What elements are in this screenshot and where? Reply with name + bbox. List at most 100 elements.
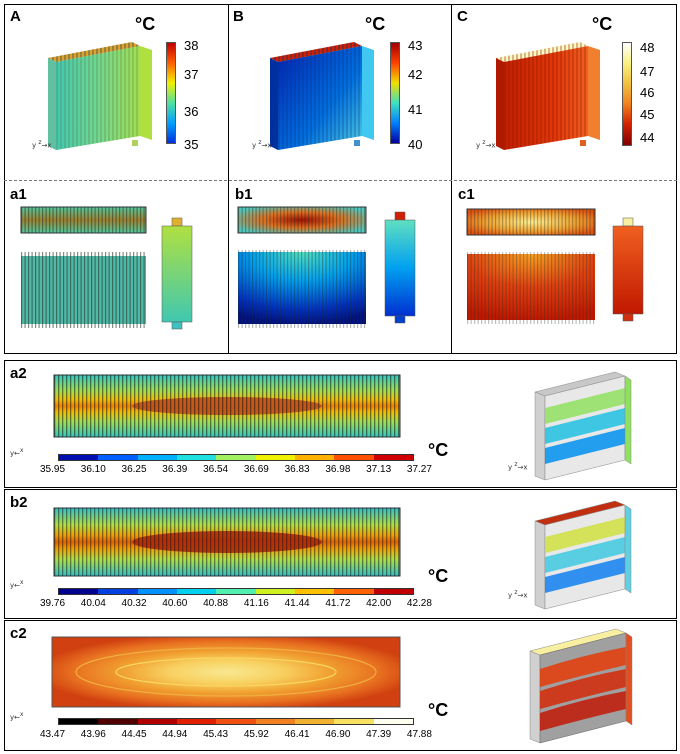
colorbar-C	[622, 42, 632, 146]
tick-B-0: 43	[408, 38, 423, 53]
a2-tick: 37.27	[406, 464, 432, 475]
b1-side-view	[384, 211, 416, 324]
battery-3d-C	[496, 42, 600, 150]
a2-bar-seg-1	[98, 455, 138, 460]
dash-divider	[4, 180, 677, 181]
b2-tick: 41.72	[325, 598, 351, 609]
c2-bar-seg-6	[294, 719, 335, 724]
tick-A-1: 37	[184, 67, 199, 82]
b2-tick: 41.16	[243, 598, 269, 609]
a1-top-view	[20, 206, 147, 234]
a2-tick: 36.98	[325, 464, 351, 475]
a2-tick: 35.95	[40, 464, 66, 475]
panel-label-c1: c1	[458, 186, 475, 203]
c2-bar-seg-3	[176, 719, 217, 724]
b2-tick: 39.76	[40, 598, 66, 609]
battery-3d-B	[270, 42, 374, 150]
tick-C-0: 48	[640, 40, 655, 55]
c1-side-view	[612, 217, 644, 322]
tick-B-1: 42	[408, 67, 423, 82]
top-divider-right	[451, 4, 452, 354]
c2-tick: 46.41	[284, 729, 310, 740]
panel-label-b1: b1	[235, 186, 253, 203]
tick-B-2: 41	[408, 102, 423, 117]
tick-A-2: 36	[184, 104, 199, 119]
a2-bar-seg-7	[334, 455, 374, 460]
axis-triad-a2: y←x	[10, 448, 24, 458]
b2-bar-seg-5	[255, 589, 295, 594]
colorbar-b2	[58, 588, 414, 595]
a2-bar-seg-8	[373, 455, 413, 460]
tick-C-1: 47	[640, 64, 655, 79]
b2-frame	[4, 489, 677, 619]
c2-bar-seg-8	[373, 719, 413, 724]
b2-tick: 40.04	[80, 598, 106, 609]
c2-tick: 43.96	[80, 729, 106, 740]
top-frame	[4, 4, 677, 354]
c2-3d-slices	[529, 628, 633, 744]
c2-bar-seg-0	[59, 719, 99, 724]
axis-triad-B: y z→x	[252, 140, 272, 150]
tick-C-2: 46	[640, 85, 655, 100]
a2-bar-seg-4	[216, 455, 256, 460]
a2-tick: 36.69	[243, 464, 269, 475]
colorbar-A	[166, 42, 176, 144]
a2-bar-seg-3	[176, 455, 217, 460]
a2-tick: 37.13	[366, 464, 392, 475]
a2-tick: 36.25	[121, 464, 147, 475]
b2-heatmap	[53, 507, 401, 577]
a2-tick: 36.83	[284, 464, 310, 475]
b1-top-view	[237, 206, 367, 234]
a2-bar-seg-5	[255, 455, 295, 460]
a2-3d-slices	[534, 371, 632, 481]
panel-label-a2: a2	[10, 365, 27, 382]
panel-label-b2: b2	[10, 494, 28, 511]
axis-triad-c2: y←x	[10, 712, 24, 722]
c2-ticks: 43.47 43.96 44.45 44.94 45.43 45.92 46.41 46.90…	[40, 729, 432, 740]
b2-bar-seg-0	[59, 589, 99, 594]
colorbar-B	[390, 42, 400, 144]
c2-tick: 47.88	[406, 729, 432, 740]
panel-unit-B: °C	[365, 14, 386, 34]
b2-tick: 40.88	[203, 598, 229, 609]
b2-bar-seg-6	[294, 589, 335, 594]
c2-bar-seg-2	[137, 719, 177, 724]
b2-tick: 40.60	[162, 598, 188, 609]
c1-top-view	[466, 208, 596, 236]
panel-label-A: A	[10, 8, 21, 25]
axis-triad-C: y z→x	[476, 140, 496, 150]
b2-tick: 41.44	[284, 598, 310, 609]
b2-tick: 42.00	[366, 598, 392, 609]
b2-bar-seg-2	[137, 589, 177, 594]
colorbar-a2	[58, 454, 414, 461]
a2-tick: 36.39	[162, 464, 188, 475]
a1-front-view	[21, 252, 146, 328]
c2-tick: 44.45	[121, 729, 147, 740]
c2-tick: 43.47	[40, 729, 66, 740]
a1-side-view	[161, 217, 193, 330]
b2-bar-seg-3	[176, 589, 217, 594]
b1-front-view	[238, 250, 366, 328]
c2-bar-seg-1	[98, 719, 138, 724]
panel-unit-b2: °C	[428, 566, 449, 586]
a2-tick: 36.10	[80, 464, 106, 475]
a2-ticks: 35.95 36.10 36.25 36.39 36.54 36.69 36.83 36.98…	[40, 464, 432, 475]
c2-frame	[4, 620, 677, 751]
b2-ticks: 39.76 40.04 40.32 40.60 40.88 41.16 41.44 41.72…	[40, 598, 432, 609]
colorbar-c2	[58, 718, 414, 725]
c2-tick: 46.90	[325, 729, 351, 740]
b2-bar-seg-7	[334, 589, 374, 594]
tick-C-3: 45	[640, 107, 655, 122]
a2-tick: 36.54	[203, 464, 229, 475]
c1-front-view	[467, 252, 595, 324]
panel-unit-c2: °C	[428, 700, 449, 720]
a2-bar-seg-6	[294, 455, 335, 460]
tick-A-0: 38	[184, 38, 199, 53]
b2-bar-seg-1	[98, 589, 138, 594]
axis-triad-b2: y←x	[10, 580, 24, 590]
c2-bar-seg-5	[255, 719, 295, 724]
a2-heatmap	[53, 374, 401, 438]
panel-unit-A: °C	[135, 14, 156, 34]
tick-C-4: 44	[640, 130, 655, 145]
axis-triad-a2-3d: y z→x	[508, 462, 528, 472]
